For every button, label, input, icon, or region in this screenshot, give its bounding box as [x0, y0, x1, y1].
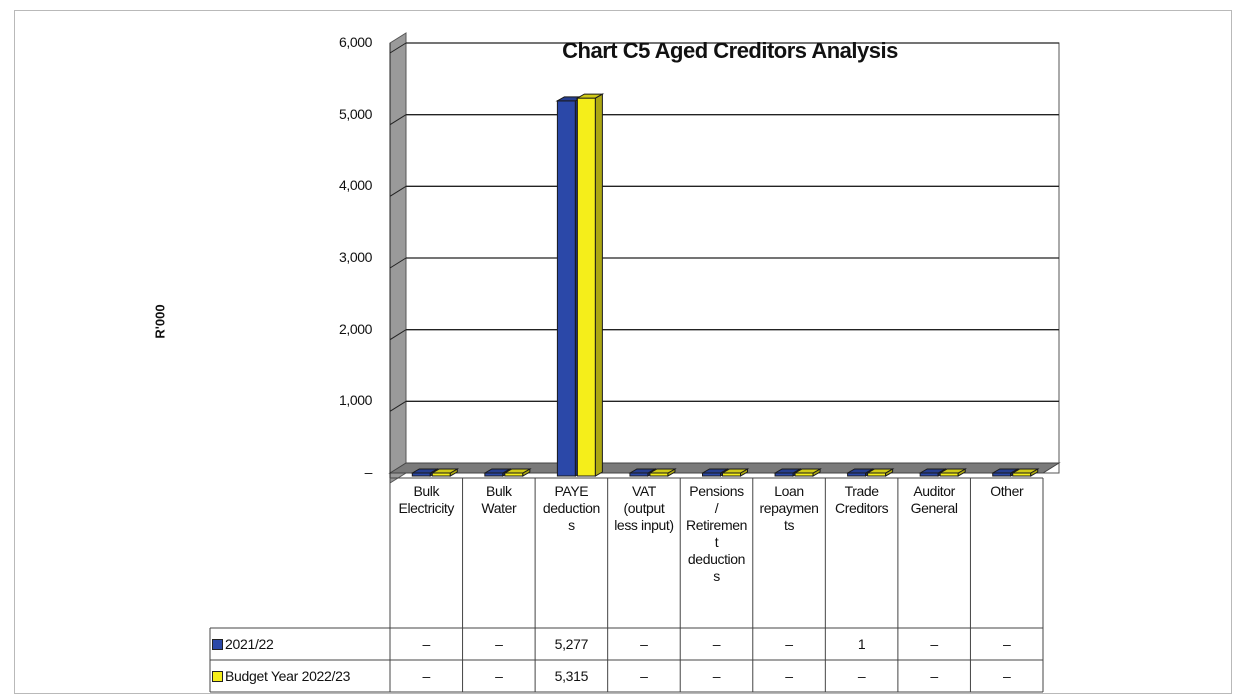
x-category-label: Other: [990, 483, 1024, 499]
legend-entry: 2021/22: [212, 629, 274, 659]
gridline-side: [389, 329, 407, 341]
gridline-side: [389, 400, 407, 412]
table-cell: –: [857, 668, 866, 684]
chart-frame: [14, 10, 1232, 694]
bar-top: [700, 468, 730, 474]
table-cell: 5,315: [554, 668, 589, 684]
table-cell: –: [712, 668, 721, 684]
gridline-side: [389, 257, 407, 269]
legend-label: 2021/22: [225, 636, 274, 652]
y-tick-label: 3,000: [338, 249, 372, 265]
bar-top: [918, 468, 948, 474]
table-cell: –: [930, 636, 938, 652]
plot-side-wall: [389, 32, 407, 484]
x-category-label: Loan repaymen ts: [759, 483, 819, 533]
gridline-side: [389, 42, 407, 54]
chart-title: Chart C5 Aged Creditors Analysis: [562, 38, 898, 63]
y-tick-label: 1,000: [338, 392, 372, 409]
bar-top: [410, 468, 440, 474]
gridline-side: [389, 114, 407, 126]
legend-entry: Budget Year 2022/23: [212, 661, 350, 691]
bar-front: [556, 100, 576, 477]
gridline-side: [389, 185, 407, 197]
legend-swatch: [212, 638, 223, 650]
bar-top: [628, 468, 657, 474]
table-cell: –: [422, 636, 431, 652]
table-cell: 1: [857, 636, 866, 652]
bar-top: [482, 468, 512, 474]
bar-top: [938, 468, 968, 474]
bar-front: [576, 97, 596, 477]
bar-top: [502, 468, 532, 474]
y-tick-label: 2,000: [338, 320, 372, 337]
bar-side: [594, 93, 603, 477]
table-cell: –: [640, 636, 648, 652]
x-category-label: Pensions / Retiremen t deduction s: [686, 483, 747, 584]
table-cell: 5,277: [554, 636, 589, 652]
x-category-label: VAT (output less input): [614, 483, 674, 533]
bar-top: [720, 468, 750, 474]
table-cell: –: [640, 668, 648, 684]
x-category-label: Trade Creditors: [835, 483, 889, 516]
table-cell: –: [785, 636, 793, 652]
table-cell: –: [495, 668, 503, 684]
y-tick-label: –: [364, 464, 373, 480]
legend-label: Budget Year 2022/23: [225, 668, 351, 684]
bar-top: [648, 468, 677, 474]
bar-top: [845, 468, 875, 474]
table-cell: –: [712, 636, 721, 652]
table-cell: –: [1002, 668, 1011, 684]
x-category-label: Bulk Water: [481, 483, 517, 516]
y-axis-label: R'000: [152, 304, 168, 339]
legend-swatch: [212, 670, 223, 682]
x-category-label: Auditor General: [910, 483, 958, 516]
bar-top: [865, 468, 895, 474]
bar-top: [1010, 468, 1040, 474]
x-category-label: PAYE deduction s: [542, 483, 601, 533]
table-cell: –: [930, 668, 938, 684]
y-tick-label: 6,000: [338, 34, 372, 50]
bar-top: [773, 468, 802, 474]
y-tick-label: 4,000: [338, 177, 372, 194]
table-cell: –: [785, 668, 793, 684]
y-tick-label: 5,000: [338, 105, 372, 122]
table-cell: –: [1002, 636, 1011, 652]
bar-top: [430, 468, 460, 474]
table-cell: –: [422, 668, 431, 684]
x-category-label: Bulk Electricity: [398, 483, 455, 516]
table-cell: –: [495, 636, 503, 652]
bar-top: [793, 468, 822, 474]
bar-top: [990, 468, 1020, 474]
bar-top: [575, 93, 605, 99]
